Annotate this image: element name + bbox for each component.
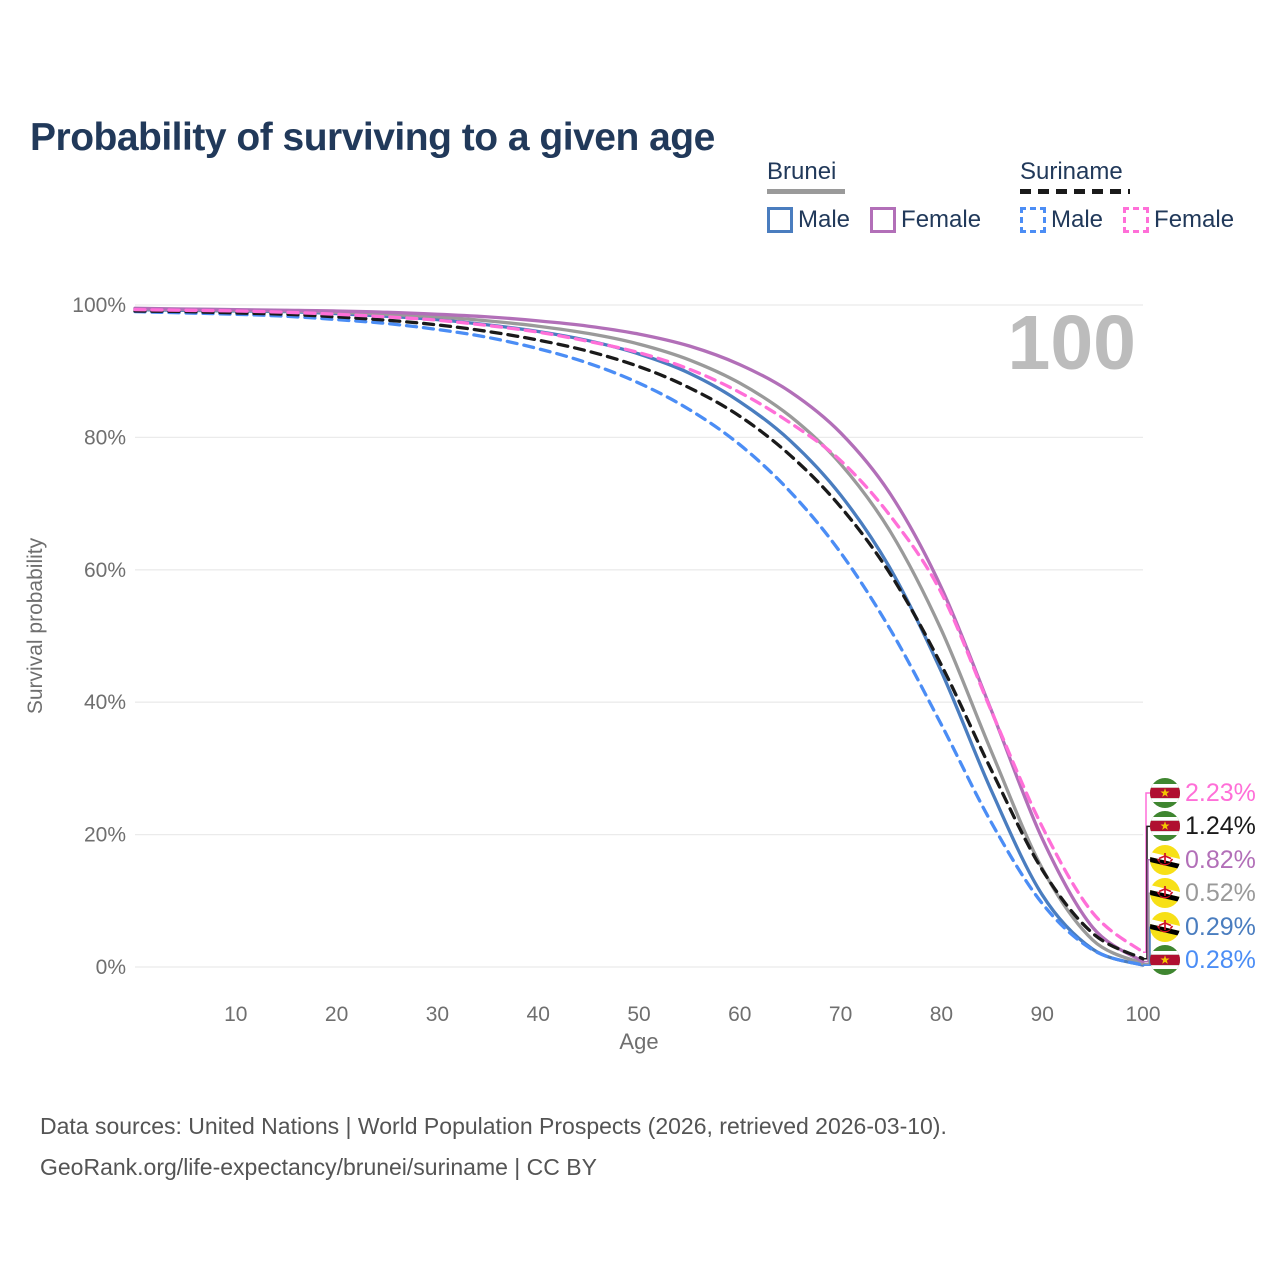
x-tick-label: 50 [627, 1003, 650, 1026]
suriname-flag-icon [1150, 778, 1180, 808]
footer-data-sources: Data sources: United Nations | World Pop… [40, 1113, 947, 1139]
series-line-suriname-male[interactable] [133, 309, 1145, 967]
legend-item-suriname-female[interactable]: Female [1123, 206, 1234, 234]
legend-item-label: Female [1154, 206, 1235, 233]
brunei-combined-line-swatch-icon [767, 189, 845, 194]
x-tick-label: 20 [325, 1003, 348, 1026]
end-value: 2.23% [1185, 778, 1256, 807]
x-axis-title: Age [619, 1029, 658, 1054]
y-tick-label: 20% [84, 824, 126, 847]
legend-item-label: Male [1051, 206, 1104, 233]
end-value: 0.52% [1185, 878, 1256, 907]
end-label-brunei: 0.52% [1150, 877, 1256, 909]
age-counter-watermark: 100 [1008, 300, 1136, 386]
end-label-brunei-male: 0.29% [1150, 911, 1256, 943]
legend-header-suriname[interactable]: Suriname [1020, 158, 1254, 194]
x-tick-label: 100 [1125, 1003, 1160, 1026]
suriname-flag [1150, 945, 1180, 975]
suriname-flag [1150, 811, 1180, 841]
legend-header-brunei-label: Brunei [767, 158, 837, 185]
x-tick-label: 60 [728, 1003, 751, 1026]
end-label-connector [1143, 859, 1150, 963]
brunei-female-swatch-icon [870, 207, 897, 233]
x-tick-label: 80 [930, 1003, 953, 1026]
y-axis-title: Survival probability [24, 537, 47, 714]
legend-item-brunei-female[interactable]: Female [870, 206, 981, 234]
legend-header-suriname-label: Suriname [1020, 158, 1123, 185]
series-line-brunei-male[interactable] [133, 307, 1145, 967]
end-label-brunei-female: 0.82% [1150, 844, 1256, 876]
page-title: Probability of surviving to a given age [30, 116, 715, 160]
end-label-suriname-female: 2.23% [1150, 777, 1256, 809]
suriname-combined-line-swatch-icon [1020, 189, 1130, 194]
end-value: 1.24% [1185, 811, 1256, 840]
end-value: 0.28% [1185, 945, 1256, 974]
series-line-suriname-female[interactable] [133, 307, 1145, 954]
legend-item-brunei-male[interactable]: Male [767, 206, 850, 234]
brunei-flag-icon [1150, 878, 1180, 908]
suriname-male-swatch-icon [1020, 207, 1046, 233]
legend-group-suriname: Suriname Male Female [1020, 158, 1254, 234]
y-tick-label: 60% [84, 559, 126, 582]
brunei-flag [1150, 912, 1180, 942]
suriname-female-swatch-icon [1123, 207, 1150, 233]
suriname-flag-icon [1150, 811, 1180, 841]
x-tick-label: 10 [224, 1003, 247, 1026]
end-value: 0.29% [1185, 912, 1256, 941]
y-tick-label: 0% [96, 956, 126, 979]
brunei-flag-icon [1150, 912, 1180, 942]
footer: Data sources: United Nations | World Pop… [40, 1106, 947, 1188]
footer-attribution: GeoRank.org/life-expectancy/brunei/surin… [40, 1154, 597, 1180]
series-line-brunei[interactable] [133, 307, 1145, 966]
x-tick-label: 90 [1031, 1003, 1054, 1026]
legend-item-label: Male [798, 206, 851, 233]
legend-group-brunei: Brunei Male Female [767, 158, 1001, 234]
legend-item-suriname-male[interactable]: Male [1020, 206, 1103, 234]
brunei-flag [1150, 878, 1180, 908]
end-label-suriname: 1.24% [1150, 810, 1256, 842]
suriname-flag-icon [1150, 945, 1180, 975]
y-tick-label: 40% [84, 691, 126, 714]
end-label-connector [1143, 792, 1150, 953]
brunei-flag-icon [1150, 845, 1180, 875]
y-tick-label: 100% [72, 294, 126, 317]
end-label-suriname-male: 0.28% [1150, 944, 1256, 976]
x-tick-label: 70 [829, 1003, 852, 1026]
brunei-male-swatch-icon [767, 207, 793, 233]
end-label-connector [1143, 892, 1150, 965]
end-label-connector [1143, 825, 1150, 960]
x-tick-label: 40 [527, 1003, 550, 1026]
series-line-brunei-female[interactable] [133, 306, 1145, 964]
series-line-suriname[interactable] [133, 309, 1145, 961]
y-tick-label: 80% [84, 426, 126, 449]
brunei-flag [1150, 845, 1180, 875]
end-value: 0.82% [1185, 845, 1256, 874]
legend-header-brunei[interactable]: Brunei [767, 158, 1001, 194]
x-tick-label: 30 [426, 1003, 449, 1026]
suriname-flag [1150, 778, 1180, 808]
legend-item-label: Female [901, 206, 982, 233]
